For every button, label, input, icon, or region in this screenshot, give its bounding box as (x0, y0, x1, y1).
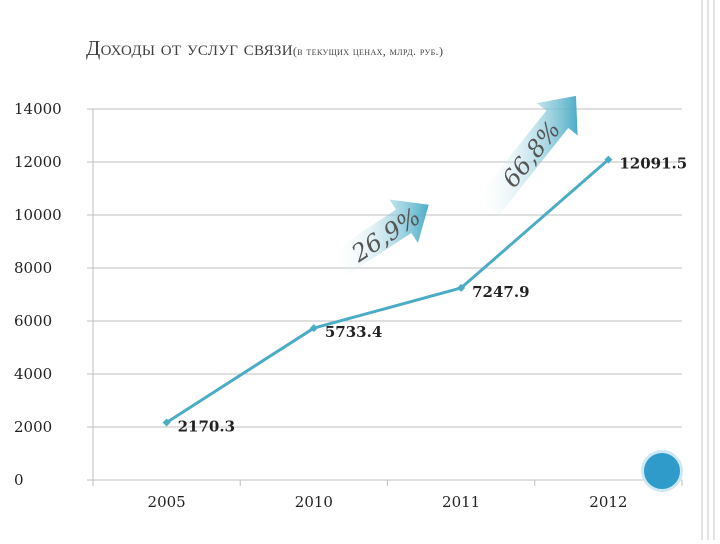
series-line (165, 158, 610, 424)
chart-title-main: Доходы от услуг связи (86, 36, 293, 60)
data-point-marker (162, 418, 171, 427)
data-label: 2170.3 (178, 417, 235, 435)
x-tick-label: 2012 (589, 493, 627, 511)
y-tick-label: 8000 (14, 259, 52, 277)
decorative-circle (641, 450, 683, 492)
data-label: 12091.5 (619, 155, 687, 173)
y-tick-label: 10000 (14, 206, 62, 224)
y-tick-label: 2000 (14, 418, 52, 436)
growth-arrow (332, 199, 429, 275)
chart-title-sub: (в текущих ценах, млрд. руб.) (292, 44, 444, 58)
y-tick-label: 12000 (14, 153, 62, 171)
x-tick-label: 2011 (442, 493, 480, 511)
x-tick-label: 2005 (148, 493, 186, 511)
growth-arrow (476, 95, 578, 216)
data-label: 5733.4 (325, 323, 382, 341)
data-point-marker (457, 283, 466, 292)
slide-frame-border (680, 0, 720, 540)
y-tick-label: 6000 (14, 312, 52, 330)
growth-percent-label: 66,8% (497, 116, 566, 193)
y-tick-label: 14000 (14, 100, 62, 118)
data-label: 7247.9 (472, 283, 529, 301)
data-point-marker (604, 155, 613, 164)
x-tick-label: 2010 (295, 493, 333, 511)
y-tick-label: 4000 (14, 365, 52, 383)
chart-title: Доходы от услуг связи(в текущих ценах, м… (86, 36, 443, 61)
y-tick-label: 0 (14, 471, 24, 489)
data-point-marker (309, 324, 318, 333)
